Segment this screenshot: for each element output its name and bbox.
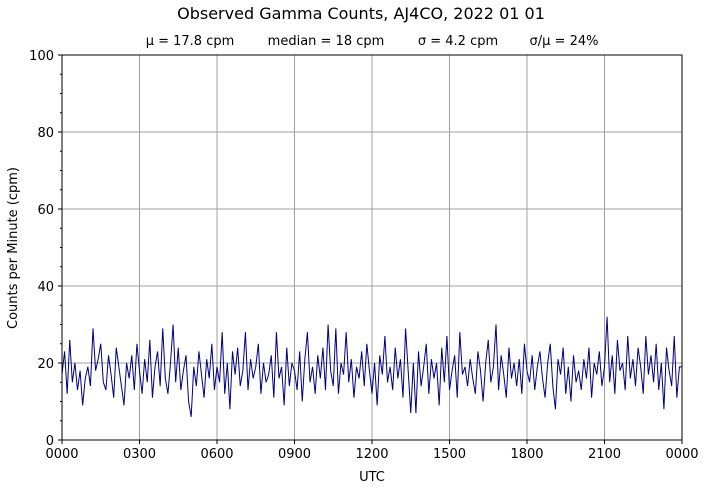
y-tick-label: 80 <box>37 126 54 141</box>
y-tick-label: 40 <box>37 280 54 295</box>
y-tick-label: 20 <box>37 357 54 372</box>
x-tick-label: 1200 <box>355 447 388 462</box>
y-axis-label: Counts per Minute (cpm) <box>6 167 21 329</box>
subtitle-mean: μ = 17.8 cpm <box>146 34 235 49</box>
x-tick-label: 1800 <box>510 447 543 462</box>
subtitle-median: median = 18 cpm <box>268 34 385 49</box>
x-tick-label: 0900 <box>278 447 311 462</box>
x-axis-label: UTC <box>359 470 385 485</box>
y-tick-label: 60 <box>37 203 54 218</box>
x-tick-label: 0000 <box>45 447 78 462</box>
chart-title: Observed Gamma Counts, AJ4CO, 2022 01 01 <box>177 4 545 23</box>
x-tick-label: 1500 <box>433 447 466 462</box>
x-tick-label: 0300 <box>123 447 156 462</box>
subtitle-sigma: σ = 4.2 cpm <box>418 34 498 49</box>
x-tick-label: 0600 <box>200 447 233 462</box>
plot-frame <box>61 54 683 441</box>
x-tick-label: 2100 <box>588 447 621 462</box>
subtitle-ratio: σ/μ = 24% <box>530 34 599 49</box>
y-tick-label: 0 <box>46 434 54 449</box>
series-line <box>61 316 682 417</box>
y-tick-label: 100 <box>29 49 54 64</box>
x-tick-label: 0000 <box>665 447 698 462</box>
